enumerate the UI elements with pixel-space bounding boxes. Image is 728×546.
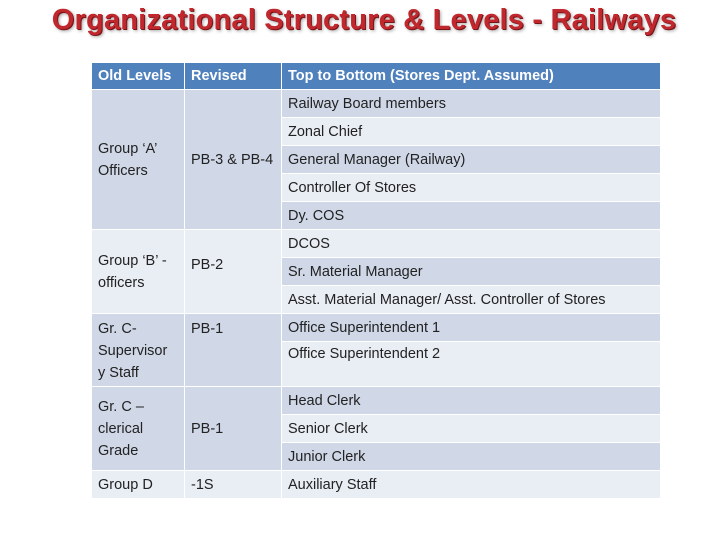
table-row: Group D -1S Auxiliary Staff — [91, 470, 661, 499]
position-cell: DCOS — [281, 229, 661, 258]
table-row: Group ‘B’ -officers PB-2 DCOS — [91, 229, 661, 314]
old-level-cell: Gr. C- Supervisor y Staff — [91, 313, 185, 387]
old-level-cell: Gr. C – clerical Grade — [91, 386, 185, 471]
table-row: Zonal Chief — [92, 117, 661, 146]
position-cell: Sr. Material Manager — [281, 257, 661, 286]
position-cell: Office Superintendent 2 — [281, 341, 661, 387]
position-cell: Senior Clerk — [281, 414, 661, 443]
table-row: Group ‘A’ Officers PB-3 & PB-4 Railway B… — [91, 89, 661, 230]
table-row: Junior Clerk — [92, 442, 661, 471]
position-cell: Controller Of Stores — [281, 173, 661, 202]
position-cell: Railway Board members — [281, 89, 661, 118]
old-level-cell: Group D — [91, 470, 185, 499]
table-row: Office Superintendent 2 — [92, 341, 661, 387]
table-row: Gr. C – clerical Grade PB-1 Head Clerk — [91, 386, 661, 471]
table-row: Gr. C- Supervisor y Staff PB-1 Office Su… — [91, 313, 661, 387]
table-row: Sr. Material Manager — [92, 257, 661, 286]
header-row: Old Levels Revised Top to Bottom (Stores… — [91, 62, 661, 90]
position-cell: Asst. Material Manager/ Asst. Controller… — [281, 285, 661, 314]
position-cell: Office Superintendent 1 — [281, 313, 661, 342]
levels-table: Old Levels Revised Top to Bottom (Stores… — [91, 62, 661, 499]
header-old-levels: Old Levels — [91, 62, 185, 90]
header-top-to-bottom: Top to Bottom (Stores Dept. Assumed) — [281, 62, 661, 90]
revised-cell: PB-1 — [184, 313, 282, 387]
revised-cell: PB-2 — [184, 229, 282, 314]
position-cell: Junior Clerk — [281, 442, 661, 471]
old-level-cell: Group ‘B’ -officers — [91, 229, 185, 314]
position-cell: General Manager (Railway) — [281, 145, 661, 174]
old-level-cell: Group ‘A’ Officers — [91, 89, 185, 230]
revised-cell: PB-1 — [184, 386, 282, 471]
header-revised: Revised — [184, 62, 282, 90]
slide-title: Organizational Structure & Levels - Rail… — [51, 4, 677, 36]
position-cell: Auxiliary Staff — [281, 470, 661, 499]
position-cell: Zonal Chief — [281, 117, 661, 146]
table-row: General Manager (Railway) — [92, 145, 661, 174]
table-row: Dy. COS — [92, 201, 661, 230]
position-cell: Dy. COS — [281, 201, 661, 230]
table-row: Asst. Material Manager/ Asst. Controller… — [92, 285, 661, 314]
table-row: Senior Clerk — [92, 414, 661, 443]
revised-cell: PB-3 & PB-4 — [184, 89, 282, 230]
position-cell: Head Clerk — [281, 386, 661, 415]
revised-cell: -1S — [184, 470, 282, 499]
